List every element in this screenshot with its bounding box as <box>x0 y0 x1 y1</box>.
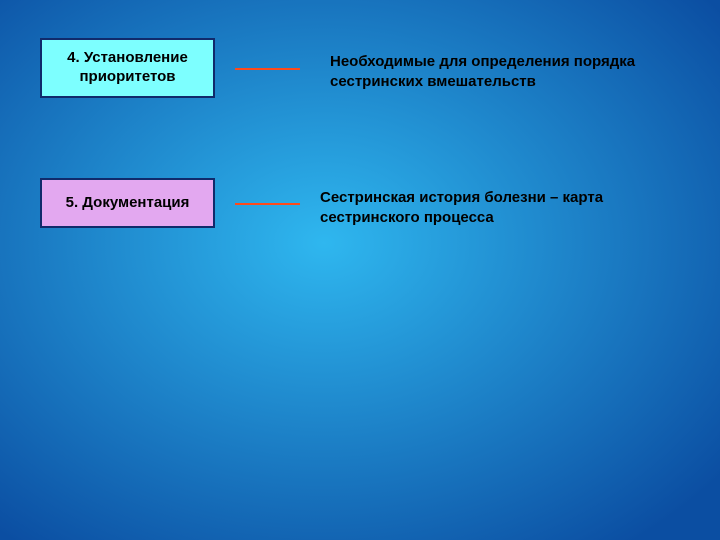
connector-priorities <box>235 68 300 70</box>
box-documentation: 5. Документация <box>40 178 215 228</box>
desc-priorities: Необходимые для определения порядка сест… <box>330 52 690 91</box>
slide: 4. Установление приоритетов Необходимые … <box>0 0 720 540</box>
connector-documentation <box>235 203 300 205</box>
desc-documentation: Сестринская история болезни – карта сест… <box>320 188 680 227</box>
box-priorities: 4. Установление приоритетов <box>40 38 215 98</box>
